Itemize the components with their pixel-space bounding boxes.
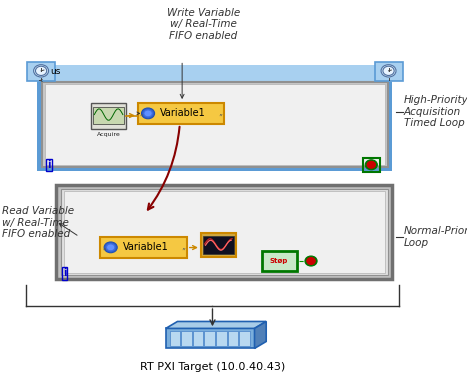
Circle shape bbox=[35, 66, 47, 75]
Circle shape bbox=[383, 66, 394, 75]
Circle shape bbox=[142, 108, 155, 119]
Text: ”: ” bbox=[181, 248, 185, 256]
Bar bbox=[239, 331, 250, 346]
Text: Variable1: Variable1 bbox=[160, 109, 206, 118]
Bar bbox=[64, 191, 385, 273]
Text: us: us bbox=[50, 67, 61, 77]
Text: Acquire: Acquire bbox=[97, 132, 120, 137]
Bar bbox=[37, 65, 392, 82]
Bar bbox=[93, 107, 124, 124]
Polygon shape bbox=[255, 321, 266, 348]
Bar bbox=[42, 82, 388, 167]
Bar bbox=[205, 331, 215, 346]
Circle shape bbox=[106, 244, 115, 251]
Polygon shape bbox=[166, 321, 266, 328]
Bar bbox=[201, 233, 236, 257]
Text: i: i bbox=[63, 268, 66, 278]
Text: Variable1: Variable1 bbox=[123, 243, 169, 252]
Bar bbox=[27, 62, 55, 81]
Circle shape bbox=[34, 65, 49, 77]
Text: “: “ bbox=[102, 248, 106, 256]
Bar bbox=[170, 331, 180, 346]
Circle shape bbox=[365, 160, 377, 170]
Bar bbox=[45, 84, 385, 165]
Bar bbox=[37, 65, 392, 171]
Text: High-Priority
Acquisition
Timed Loop: High-Priority Acquisition Timed Loop bbox=[404, 95, 467, 128]
Circle shape bbox=[381, 65, 396, 77]
Bar bbox=[138, 103, 224, 124]
Text: Normal-Priority
Loop: Normal-Priority Loop bbox=[404, 226, 467, 248]
Bar bbox=[91, 103, 126, 129]
Text: Write Variable
w/ Real-Time
FIFO enabled: Write Variable w/ Real-Time FIFO enabled bbox=[167, 8, 240, 41]
Bar bbox=[100, 237, 187, 258]
Circle shape bbox=[305, 256, 317, 266]
Bar bbox=[61, 189, 388, 275]
Bar bbox=[216, 331, 226, 346]
Bar bbox=[181, 331, 192, 346]
Text: “: “ bbox=[140, 114, 143, 122]
Text: Støp: Støp bbox=[270, 258, 288, 264]
Circle shape bbox=[104, 242, 117, 253]
Bar bbox=[193, 331, 204, 346]
Bar bbox=[363, 158, 380, 172]
Bar bbox=[203, 236, 234, 254]
Text: RT PXI Target (10.0.40.43): RT PXI Target (10.0.40.43) bbox=[140, 362, 285, 372]
Circle shape bbox=[307, 258, 315, 264]
Circle shape bbox=[144, 110, 152, 117]
Text: Read Variable
w/ Real-Time
FIFO enabled: Read Variable w/ Real-Time FIFO enabled bbox=[2, 206, 74, 239]
Text: ”: ” bbox=[219, 114, 222, 122]
Bar bbox=[262, 251, 297, 271]
Bar bbox=[166, 328, 255, 348]
Text: i: i bbox=[47, 160, 51, 170]
Circle shape bbox=[367, 161, 375, 168]
Bar bbox=[375, 62, 403, 81]
Bar bbox=[56, 185, 392, 279]
Bar bbox=[227, 331, 238, 346]
